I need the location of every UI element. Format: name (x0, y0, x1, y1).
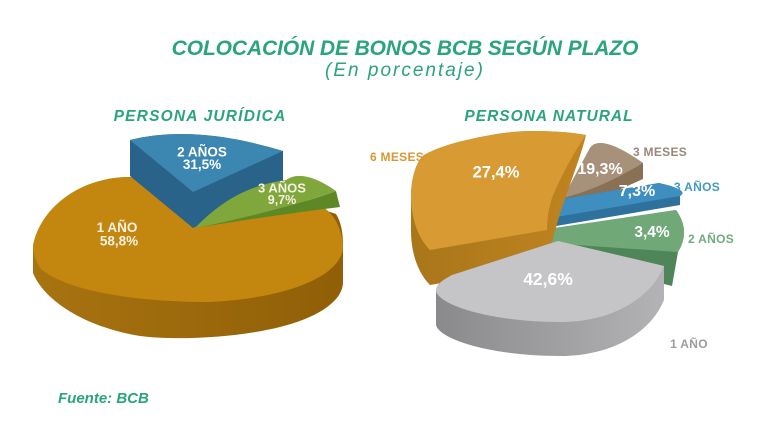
svg-text:19,3%: 19,3% (577, 161, 622, 178)
svg-text:31,5%: 31,5% (183, 157, 221, 172)
svg-text:3 AÑOS: 3 AÑOS (674, 179, 720, 194)
svg-text:9,7%: 9,7% (268, 193, 297, 207)
svg-text:6 MESES: 6 MESES (370, 150, 424, 164)
svg-text:3,4%: 3,4% (634, 224, 670, 241)
svg-text:2 AÑOS: 2 AÑOS (688, 231, 734, 246)
svg-text:PERSONA NATURAL: PERSONA NATURAL (464, 108, 633, 125)
svg-text:7,3%: 7,3% (619, 183, 655, 200)
svg-text:27,4%: 27,4% (473, 164, 520, 182)
svg-text:2 AÑOS: 2 AÑOS (177, 145, 227, 160)
svg-text:COLOCACIÓN DE BONOS BCB SEGÚN: COLOCACIÓN DE BONOS BCB SEGÚN PLAZO (172, 36, 639, 60)
svg-text:(En porcentaje): (En porcentaje) (325, 60, 485, 81)
svg-text:1 AÑO: 1 AÑO (670, 336, 708, 351)
svg-text:3 MESES: 3 MESES (633, 145, 687, 159)
svg-text:3 AÑOS: 3 AÑOS (258, 181, 306, 196)
svg-text:PERSONA JURÍDICA: PERSONA JURÍDICA (114, 108, 287, 125)
svg-text:1 AÑO: 1 AÑO (97, 220, 138, 235)
svg-text:42,6%: 42,6% (523, 269, 573, 289)
svg-text:58,8%: 58,8% (100, 234, 138, 249)
svg-text:Fuente: BCB: Fuente: BCB (58, 390, 149, 407)
